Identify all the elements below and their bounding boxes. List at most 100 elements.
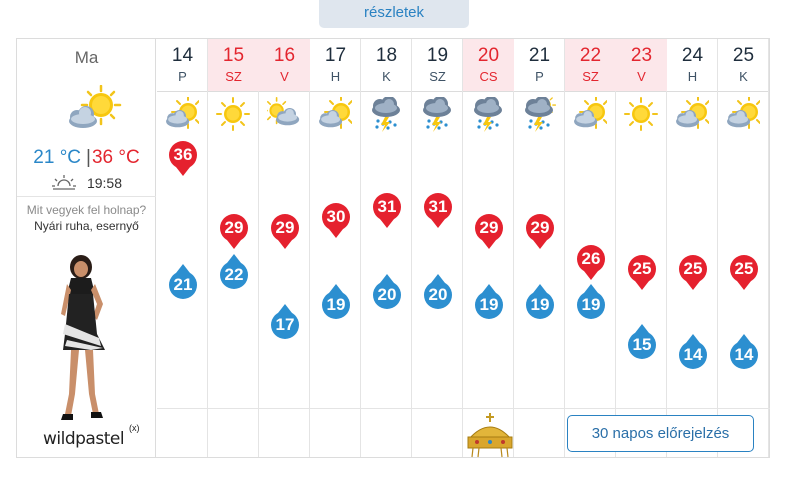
day-header: 19 SZ	[412, 39, 463, 91]
min-temp-pin: 14	[679, 334, 707, 369]
max-temp-pin: 25	[679, 255, 707, 291]
day-name: V	[280, 69, 289, 84]
max-temp-pin: 25	[730, 255, 758, 291]
day-name: K	[739, 69, 748, 84]
max-temp-pin: 31	[424, 193, 452, 228]
max-temp-pin: 29	[475, 213, 503, 249]
today-panel: Ma 21 °C |36 °C	[17, 39, 156, 457]
today-temperatures: 21 °C |36 °C	[17, 147, 156, 169]
min-temp-pin: 19	[475, 284, 503, 319]
day-header: 15 SZ	[208, 39, 259, 91]
max-temp-pin: 31	[373, 193, 401, 228]
min-temp-pin: 15	[628, 324, 656, 359]
max-temp-pin: 36	[169, 141, 197, 176]
outfit-answer[interactable]: Nyári ruha, esernyő	[34, 219, 139, 233]
min-temp-pin: 19	[577, 284, 605, 319]
day-number: 16	[273, 45, 296, 66]
thunderstorm-icon	[369, 96, 403, 138]
max-temp-pin: 30	[322, 203, 350, 239]
partly-sunny-icon	[318, 95, 358, 136]
min-temp-pin: 22	[220, 254, 248, 289]
today-min-temp: 21 °C	[33, 147, 82, 168]
forecast-panel: Ma 21 °C |36 °C	[16, 38, 770, 458]
day-number: 24	[681, 45, 704, 66]
min-temp-pin: 17	[271, 304, 299, 339]
today-max-temp: 36 °C	[91, 147, 140, 168]
partly-sunny-icon	[573, 95, 613, 136]
partly-sunny-icon	[63, 84, 125, 136]
day-column[interactable]: 14 P 36 21	[157, 39, 208, 457]
day-name: H	[687, 69, 698, 84]
day-name: CS	[479, 69, 498, 84]
day-header: 22 SZ	[565, 39, 616, 91]
day-header: 17 H	[310, 39, 361, 91]
outfit-question[interactable]: Mit vegyek fel holnap?	[26, 203, 147, 217]
max-temp-pin: 29	[271, 213, 299, 249]
header-divider	[157, 91, 770, 92]
day-column[interactable]: 15 SZ 29 22	[208, 39, 259, 457]
sunset-time: 19:58	[86, 175, 123, 191]
day-header: 18 K	[361, 39, 412, 91]
divider	[17, 196, 156, 197]
partly-sunny-icon	[165, 95, 205, 136]
day-number: 25	[732, 45, 755, 66]
day-name: SZ	[582, 69, 599, 84]
day-header: 21 P	[514, 39, 565, 91]
thunderstorm-icon	[471, 96, 505, 138]
day-column[interactable]: 16 V 29 17	[259, 39, 310, 457]
min-temp-pin: 14	[730, 334, 758, 369]
partly-sunny-icon	[726, 95, 766, 136]
min-temp-pin: 21	[169, 264, 197, 299]
day-name: SZ	[225, 69, 242, 84]
day-number: 15	[222, 45, 245, 66]
sunset-icon	[51, 175, 76, 190]
thunderstorm-icon	[420, 96, 454, 138]
day-name: H	[330, 69, 341, 84]
min-temp-pin: 19	[526, 284, 554, 319]
sun-cloud-icon	[263, 97, 301, 136]
day-header: 25 K	[718, 39, 769, 91]
day-name: P	[535, 69, 544, 84]
day-number: 22	[579, 45, 602, 66]
day-header: 16 V	[259, 39, 310, 91]
max-temp-pin: 26	[577, 245, 605, 280]
day-column[interactable]: 25 K 25 14	[718, 39, 769, 457]
day-number: 19	[426, 45, 449, 66]
day-column[interactable]: 24 H 25 14	[667, 39, 718, 457]
day-header: 20 CS	[463, 39, 514, 91]
day-column[interactable]: 21 P 29 19	[514, 39, 565, 457]
day-column[interactable]: 20 CS 29 19	[463, 39, 514, 457]
max-temp-pin: 29	[220, 213, 248, 249]
day-number: 21	[528, 45, 551, 66]
min-temp-pin: 20	[373, 274, 401, 309]
min-temp-pin: 20	[424, 274, 452, 309]
temp-separator: |	[86, 147, 91, 168]
day-column[interactable]: 18 K 31 20	[361, 39, 412, 457]
day-column[interactable]: 22 SZ 26 19	[565, 39, 616, 457]
day-name: V	[637, 69, 646, 84]
today-title: Ma	[74, 48, 99, 67]
day-header: 24 H	[667, 39, 718, 91]
day-name: K	[382, 69, 391, 84]
details-button[interactable]: részletek	[319, 0, 469, 28]
day-column[interactable]: 17 H 30 19	[310, 39, 361, 457]
max-temp-pin: 29	[526, 213, 554, 249]
sun-thunderstorm-icon	[522, 94, 557, 138]
fashion-model-image[interactable]	[41, 254, 121, 429]
max-temp-pin: 25	[628, 255, 656, 291]
day-name: SZ	[429, 69, 446, 84]
day-number: 20	[477, 45, 500, 66]
day-name: P	[178, 69, 187, 84]
day-number: 14	[171, 45, 194, 66]
day-column[interactable]: 23 V 25 15	[616, 39, 667, 457]
day-header: 14 P	[157, 39, 208, 91]
30-day-forecast-button[interactable]: 30 napos előrejelzés	[567, 415, 754, 452]
sunset-row: 19:58	[17, 173, 156, 191]
footer-divider	[157, 408, 770, 409]
brand-mark: (x)	[129, 423, 140, 433]
sunny-icon	[216, 97, 250, 136]
sunny-icon	[624, 97, 658, 136]
day-number: 18	[375, 45, 398, 66]
brand-logo[interactable]: wildpastel	[43, 429, 125, 449]
day-column[interactable]: 19 SZ 31 20	[412, 39, 463, 457]
